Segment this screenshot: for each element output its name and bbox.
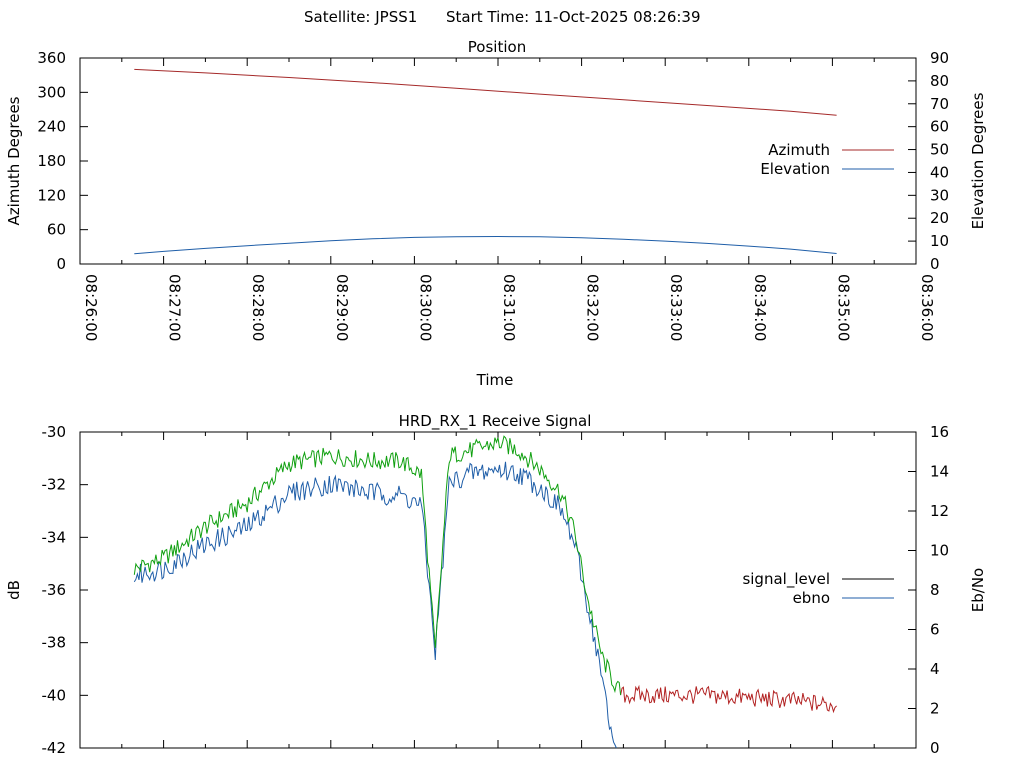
position-azimuth-axis: 0 60 120 180 240 300 360 <box>37 49 88 273</box>
x-tick-label: 08:36:00 <box>918 274 936 341</box>
x-tick-label: 08:35:00 <box>834 274 852 341</box>
y-tick-label: -42 <box>42 739 67 757</box>
y2-tick-label: 80 <box>930 72 949 90</box>
y2-tick-label: 30 <box>930 186 949 204</box>
y-tick-label: -40 <box>42 686 67 704</box>
receive-series <box>133 435 837 749</box>
y2-tick-label: 16 <box>930 423 949 441</box>
position-series <box>134 68 837 255</box>
receive-y2-axis-label: Eb/No <box>969 568 987 612</box>
x-tick-label: 08:33:00 <box>667 274 685 341</box>
x-tick-label: 08:30:00 <box>416 274 434 341</box>
y2-tick-label: 12 <box>930 502 949 520</box>
y2-tick-label: 10 <box>930 232 949 250</box>
y2-tick-label: 90 <box>930 49 949 67</box>
legend-label: ebno <box>793 589 830 607</box>
series-line-signal-level <box>133 435 622 696</box>
y2-tick-label: 6 <box>930 621 940 639</box>
legend-label: signal_level <box>742 570 830 589</box>
receive-x-axis <box>79 432 917 748</box>
y-tick-label: 120 <box>37 186 66 204</box>
x-tick-label: 08:31:00 <box>500 274 518 341</box>
y-tick-label: 180 <box>37 152 66 170</box>
x-tick-label: 08:34:00 <box>751 274 769 341</box>
y2-tick-label: 14 <box>930 463 949 481</box>
y2-tick-label: 40 <box>930 163 949 181</box>
position-elevation-axis: 0 10 20 30 40 50 60 70 80 90 <box>908 49 949 273</box>
receive-ebno-axis: 0 2 4 6 8 10 12 14 16 <box>908 423 949 757</box>
y-tick-label: -30 <box>42 423 67 441</box>
y-tick-label: -32 <box>42 476 67 494</box>
start-time-label: Start Time: 11-Oct-2025 08:26:39 <box>446 8 701 26</box>
receive-db-axis: -42 -40 -38 -36 -34 -32 -30 <box>42 423 88 757</box>
satellite-label: Satellite: JPSS1 <box>304 8 417 26</box>
position-x-axis-label: Time <box>476 371 514 389</box>
y-tick-label: 300 <box>37 83 66 101</box>
y-tick-label: 60 <box>47 221 66 239</box>
series-line-signal-level-unlocked <box>620 684 837 714</box>
y-tick-label: -34 <box>42 528 67 546</box>
y-tick-label: 240 <box>37 118 66 136</box>
position-x-axis: 08:26:00 08:27:00 08:28:00 08:29:00 08:30:00… <box>79 58 936 341</box>
y2-tick-label: 10 <box>930 542 949 560</box>
receive-y-axis-label: dB <box>5 580 23 600</box>
y-tick-label: 0 <box>56 255 66 273</box>
y-tick-label: 360 <box>37 49 66 67</box>
x-tick-label: 08:29:00 <box>333 274 351 341</box>
x-tick-label: 08:32:00 <box>584 274 602 341</box>
y2-tick-label: 50 <box>930 141 949 159</box>
x-tick-label: 08:28:00 <box>249 274 267 341</box>
y2-tick-label: 4 <box>930 660 940 678</box>
x-tick-label: 08:26:00 <box>82 274 100 341</box>
y2-tick-label: 70 <box>930 95 949 113</box>
series-line-azimuth <box>134 68 837 116</box>
receive-signal-chart: HRD_RX_1 Receive Signal -42-40-38-36-34-… <box>5 412 987 757</box>
series-line-elevation <box>134 235 837 255</box>
position-chart: Position 08:26:00 08:27:00 08:28:00 08:29:0… <box>5 38 987 389</box>
y-tick-label: -36 <box>42 581 67 599</box>
y2-tick-label: 0 <box>930 739 940 757</box>
legend-label: Azimuth <box>768 141 830 159</box>
y-tick-label: -38 <box>42 634 67 652</box>
y2-tick-label: 20 <box>930 209 949 227</box>
series-line-ebno <box>133 461 617 749</box>
y2-tick-label: 60 <box>930 118 949 136</box>
y2-tick-label: 0 <box>930 255 940 273</box>
y2-tick-label: 8 <box>930 581 940 599</box>
position-chart-title: Position <box>468 38 526 56</box>
x-tick-label: 08:27:00 <box>166 274 184 341</box>
y2-tick-label: 2 <box>930 700 940 718</box>
legend-label: Elevation <box>760 160 830 178</box>
position-y-axis-label: Azimuth Degrees <box>5 96 23 225</box>
receive-signal-chart-title: HRD_RX_1 Receive Signal <box>399 412 592 431</box>
position-y2-axis-label: Elevation Degrees <box>969 92 987 229</box>
